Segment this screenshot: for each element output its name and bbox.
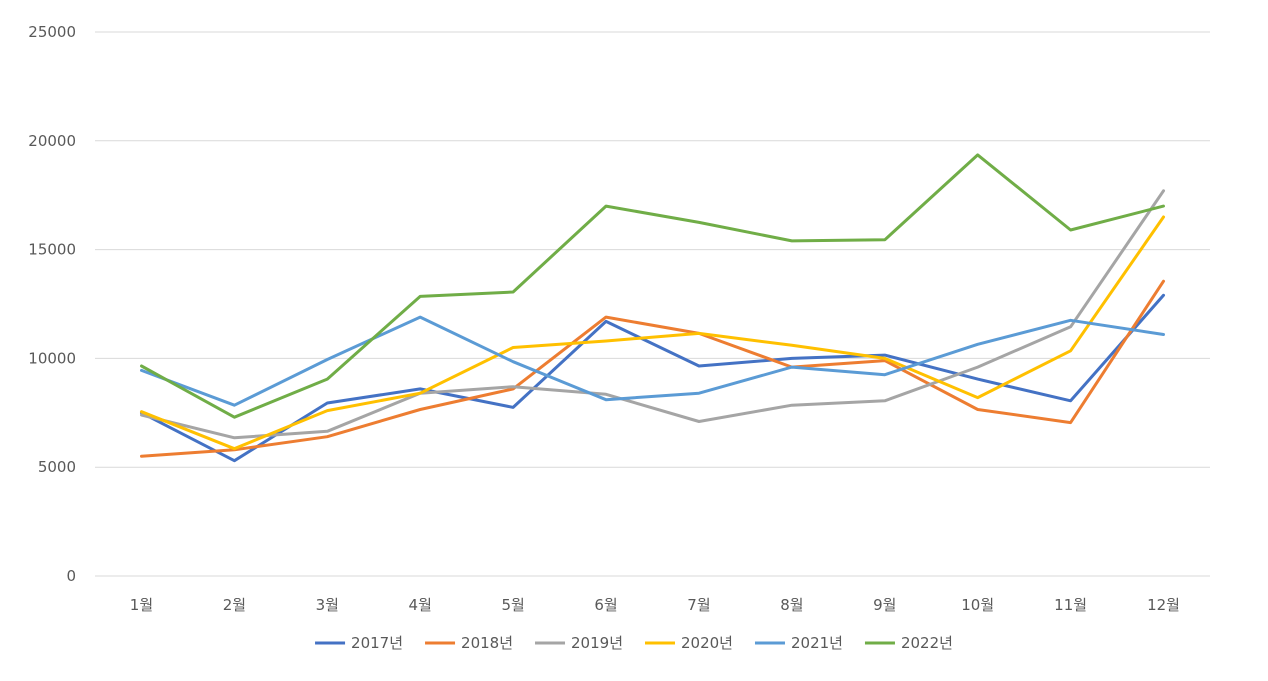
y-axis-ticks: 0 5000 10000 15000 20000 25000 bbox=[28, 23, 76, 585]
x-tick-label: 6월 bbox=[594, 596, 617, 614]
x-tick-label: 11월 bbox=[1054, 596, 1087, 614]
x-axis-ticks: 1월 2월 3월 4월 5월 6월 7월 8월 9월 10월 11월 12월 bbox=[130, 596, 1180, 614]
x-tick-label: 5월 bbox=[501, 596, 524, 614]
y-tick-label: 25000 bbox=[28, 23, 76, 41]
x-tick-label: 9월 bbox=[873, 596, 896, 614]
series-line-2017년 bbox=[140, 293, 1165, 463]
series-line-2020년 bbox=[140, 215, 1165, 451]
series-line-2021년 bbox=[140, 315, 1165, 407]
x-tick-label: 3월 bbox=[316, 596, 339, 614]
series-line-2018년 bbox=[140, 279, 1165, 458]
legend-label: 2021년 bbox=[791, 634, 843, 652]
legend-label: 2017년 bbox=[351, 634, 403, 652]
x-tick-label: 12월 bbox=[1147, 596, 1180, 614]
gridlines bbox=[95, 31, 1210, 577]
legend-label: 2018년 bbox=[461, 634, 513, 652]
series-line-2022년 bbox=[140, 153, 1165, 419]
y-tick-label: 15000 bbox=[28, 241, 76, 259]
x-tick-label: 4월 bbox=[409, 596, 432, 614]
legend: 2017년 2018년 2019년 2020년 2021년 2022년 bbox=[315, 634, 953, 652]
x-tick-label: 7월 bbox=[687, 596, 710, 614]
x-tick-label: 10월 bbox=[961, 596, 994, 614]
legend-item: 2022년 bbox=[864, 634, 953, 652]
x-tick-label: 1월 bbox=[130, 596, 153, 614]
legend-item: 2021년 bbox=[754, 634, 843, 652]
legend-item: 2019년 bbox=[535, 634, 623, 652]
y-tick-label: 5000 bbox=[38, 458, 76, 476]
y-tick-label: 10000 bbox=[28, 349, 76, 367]
legend-item: 2018년 bbox=[425, 634, 513, 652]
legend-label: 2020년 bbox=[681, 634, 733, 652]
legend-item: 2020년 bbox=[645, 634, 733, 652]
legend-label: 2022년 bbox=[901, 634, 953, 652]
legend-label: 2019년 bbox=[571, 634, 623, 652]
x-tick-label: 2월 bbox=[223, 596, 246, 614]
legend-item: 2017년 bbox=[315, 634, 403, 652]
y-tick-label: 20000 bbox=[28, 132, 76, 150]
series-lines bbox=[140, 153, 1165, 463]
series-line-2019년 bbox=[140, 189, 1165, 440]
y-tick-label: 0 bbox=[66, 567, 76, 585]
x-tick-label: 8월 bbox=[780, 596, 803, 614]
